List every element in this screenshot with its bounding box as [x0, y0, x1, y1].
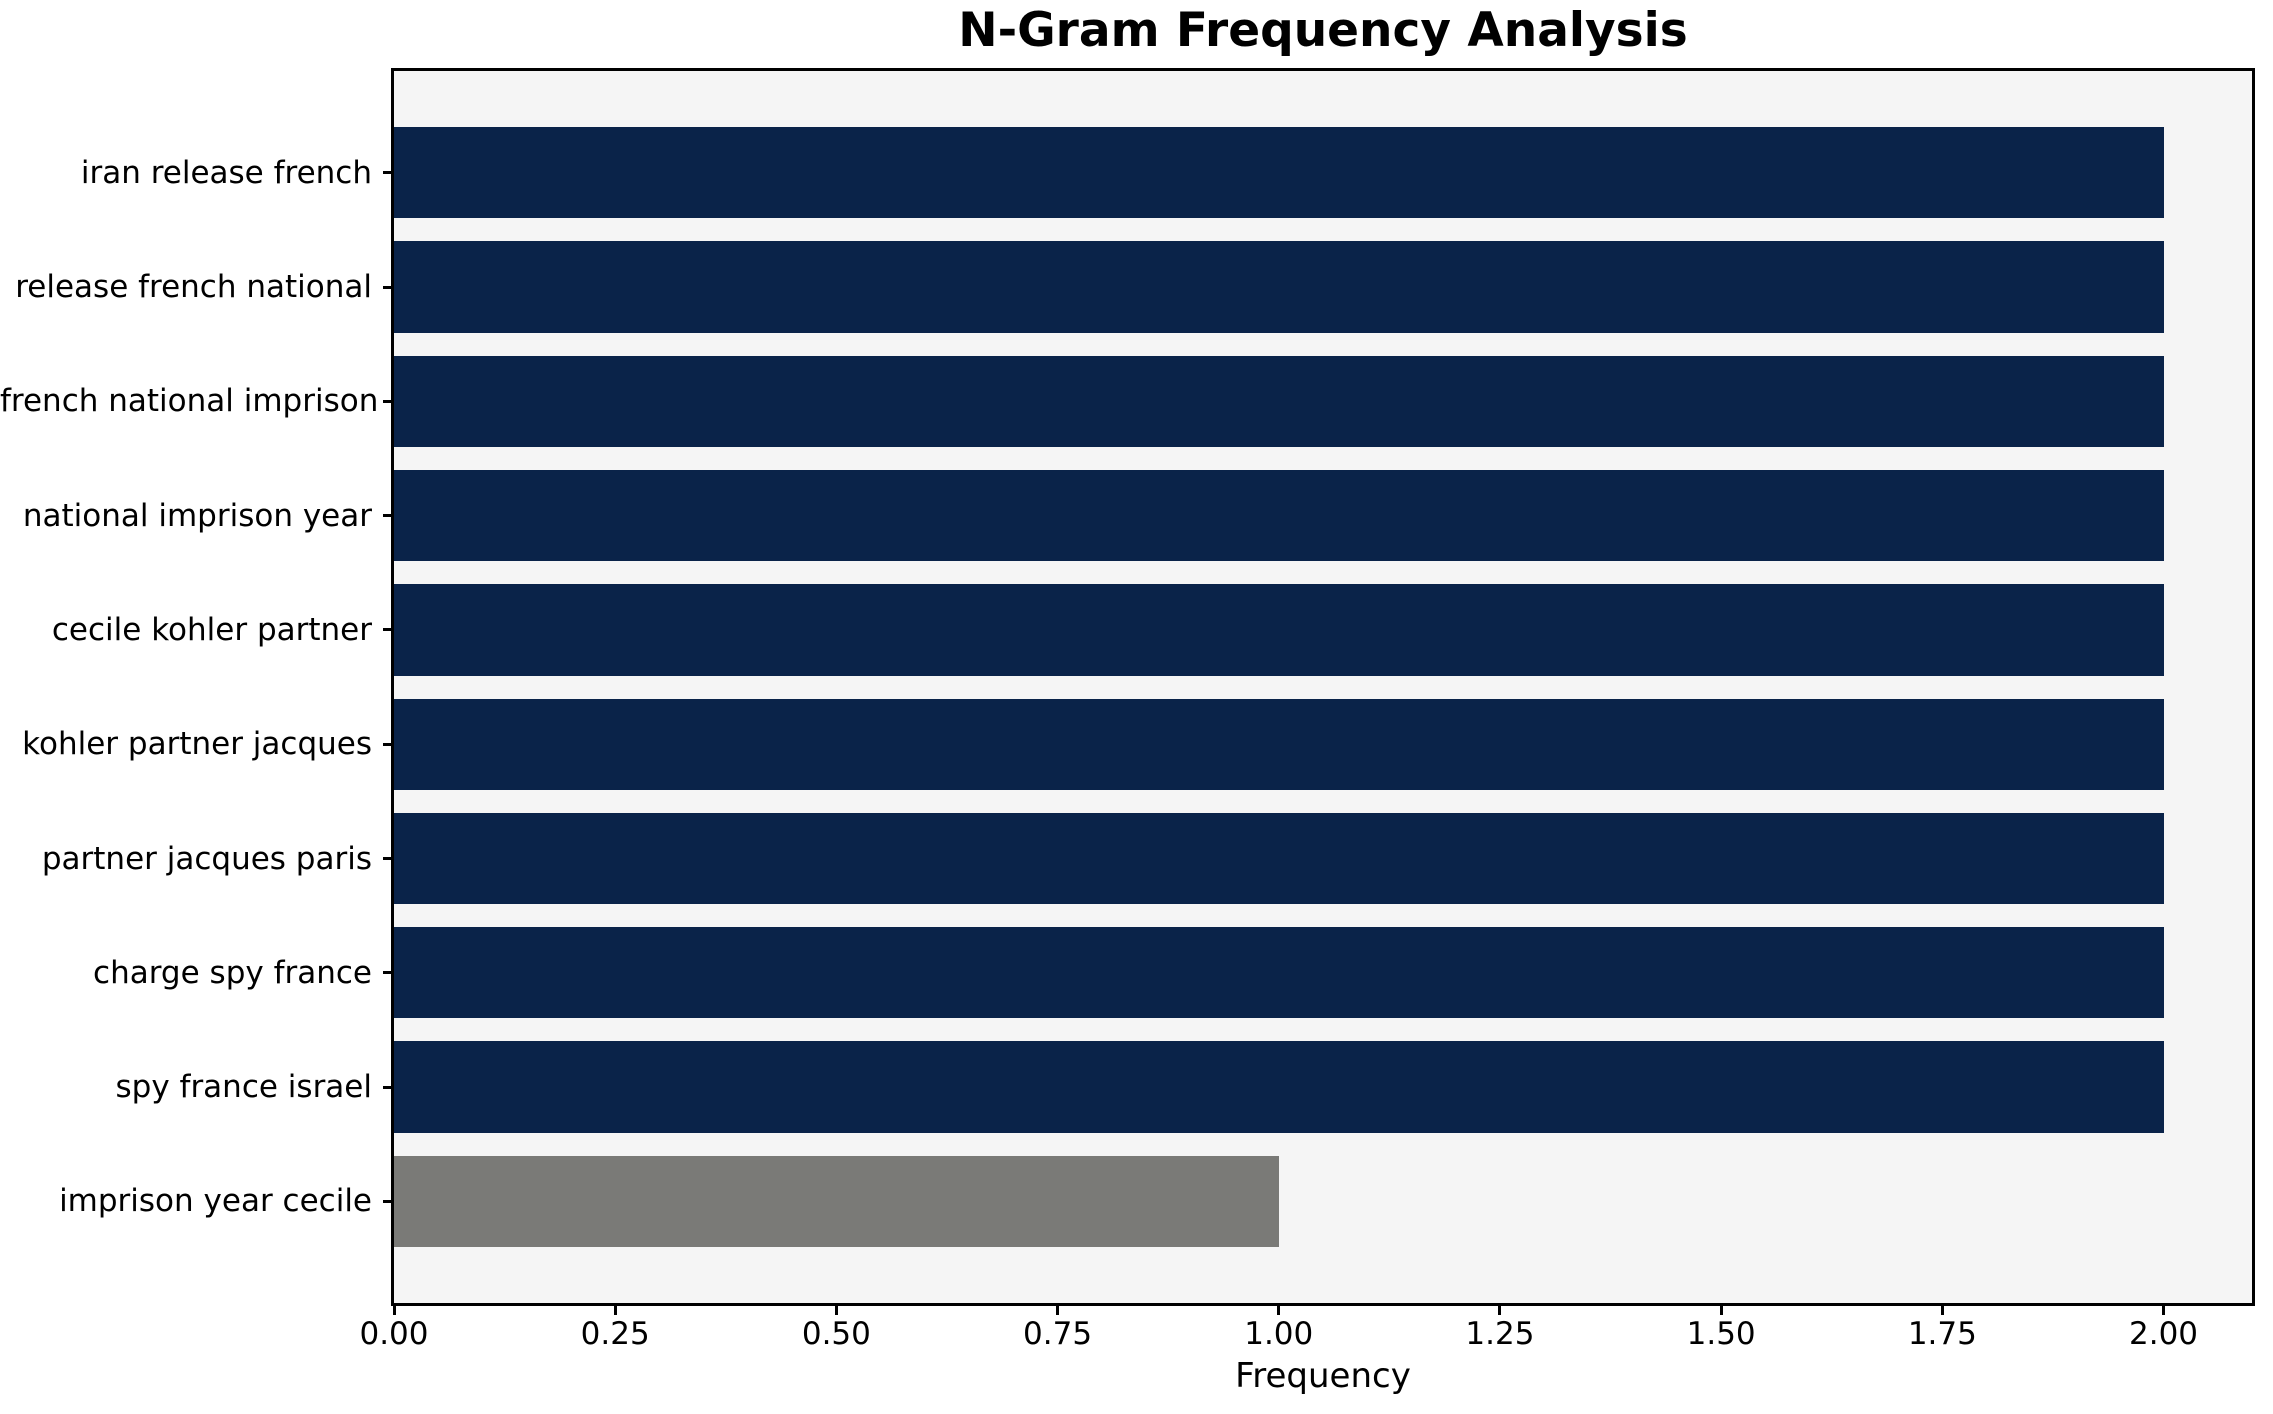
- bar-national-imprison-year: [394, 469, 2164, 562]
- y-tick-mark: [383, 857, 391, 860]
- y-tick-label: imprison year cecile: [59, 1183, 372, 1220]
- bar-release-french-national: [394, 241, 2164, 333]
- x-tick-label: 1.50: [1686, 1316, 1756, 1352]
- x-tick-mark: [2162, 1306, 2166, 1315]
- x-tick-label: 0.75: [1023, 1316, 1093, 1352]
- x-tick-mark: [1277, 1306, 1281, 1315]
- x-tick-label: 1.00: [1244, 1316, 1314, 1352]
- bar-partner-jacques-paris: [394, 812, 2164, 905]
- y-tick-label: kohler partner jacques: [22, 726, 372, 763]
- bar-spy-france-israel: [394, 1041, 2164, 1133]
- y-tick-label: release french national: [15, 269, 372, 305]
- y-tick-mark: [383, 514, 391, 518]
- x-tick-label: 2.00: [2129, 1316, 2199, 1352]
- x-tick-label: 1.75: [1907, 1316, 1977, 1352]
- y-tick-label: charge spy france: [93, 954, 372, 991]
- x-tick-label: 1.25: [1465, 1316, 1535, 1352]
- plot-area: [383, 68, 2255, 1306]
- x-tick-label: 0.50: [801, 1316, 871, 1352]
- bar-imprison-year-cecile: [394, 1155, 1279, 1248]
- y-tick-mark: [383, 628, 391, 632]
- x-tick-mark: [1719, 1306, 1723, 1315]
- y-tick-label: french national imprison: [0, 383, 379, 420]
- y-tick-mark: [383, 971, 391, 975]
- x-tick-mark: [392, 1306, 396, 1315]
- y-tick-label: cecile kohler partner: [51, 611, 372, 648]
- x-tick-mark: [613, 1306, 617, 1315]
- y-tick-label: partner jacques paris: [41, 840, 372, 877]
- y-tick-mark: [383, 399, 391, 403]
- x-axis-label: Frequency: [1235, 1356, 1411, 1396]
- x-tick-mark: [1498, 1306, 1502, 1315]
- x-tick-label: 0.00: [359, 1316, 429, 1352]
- x-tick-label: 0.25: [580, 1316, 650, 1352]
- y-tick-mark: [383, 742, 391, 746]
- x-tick-mark: [1940, 1306, 1944, 1315]
- chart-title: N-Gram Frequency Analysis: [958, 3, 1688, 58]
- y-tick-mark: [383, 171, 391, 175]
- bar-french-national-imprison: [394, 355, 2164, 447]
- y-tick-label: national imprison year: [22, 497, 372, 534]
- x-tick-mark: [1056, 1306, 1060, 1315]
- y-tick-mark: [383, 285, 391, 289]
- bar-iran-release-french: [394, 127, 2164, 219]
- y-tick-mark: [383, 1199, 391, 1203]
- y-tick-label: iran release french: [80, 154, 372, 191]
- bar-charge-spy-france: [394, 927, 2164, 1019]
- bar-cecile-kohler-partner: [394, 584, 2164, 676]
- bar-kohler-partner-jacques: [394, 698, 2164, 790]
- y-tick-label: spy france israel: [115, 1069, 373, 1106]
- x-tick-mark: [834, 1306, 838, 1315]
- y-tick-mark: [383, 1085, 391, 1089]
